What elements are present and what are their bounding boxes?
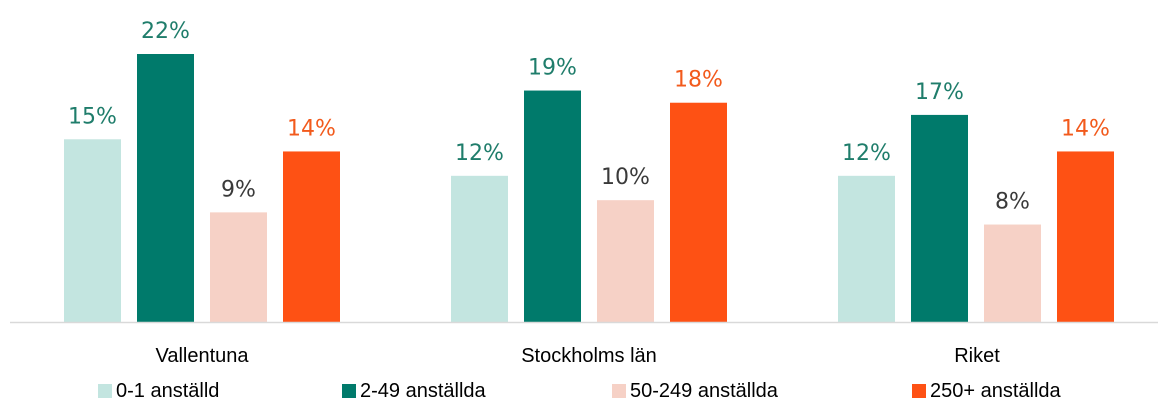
bar-vallentuna-0-1-anst-lld — [64, 139, 121, 322]
value-labels-layer: 15% 22% 9% 14% 12% 19% 10% 18% 12% 17% 8% 14% — [68, 19, 1110, 215]
legend-item-0-1: 0-1 anställd — [98, 378, 219, 404]
bar-riket-2-49-anst-llda — [911, 114, 968, 322]
bar-stockholms-l-n-250-anst-llda — [670, 102, 727, 323]
bars-layer — [64, 54, 1114, 323]
legend: 0-1 anställd 2-49 anställda 50-249 anstä… — [0, 378, 1158, 404]
legend-item-250-plus: 250+ anställda — [912, 378, 1061, 404]
value-label-riket-2-49-anst-llda: 17% — [915, 80, 964, 105]
value-label-stockholms-l-n-0-1-anst-lld: 12% — [455, 141, 504, 166]
bar-stockholms-l-n-2-49-anst-llda — [524, 90, 581, 322]
value-label-riket-250-anst-llda: 14% — [1061, 116, 1110, 141]
legend-swatch-0-1 — [98, 384, 112, 398]
value-label-vallentuna-0-1-anst-lld: 15% — [68, 104, 117, 129]
bar-riket-250-anst-llda — [1057, 151, 1114, 322]
bar-riket-50-249-anst-llda — [984, 224, 1041, 322]
value-label-stockholms-l-n-250-anst-llda: 18% — [674, 68, 723, 93]
category-label-vallentuna: Vallentuna — [155, 345, 249, 367]
legend-label-2-49: 2-49 anställda — [360, 379, 486, 402]
value-label-stockholms-l-n-2-49-anst-llda: 19% — [528, 56, 577, 81]
value-label-riket-50-249-anst-llda: 8% — [995, 190, 1030, 215]
value-label-stockholms-l-n-50-249-anst-llda: 10% — [601, 165, 650, 190]
legend-item-2-49: 2-49 anställda — [342, 378, 486, 404]
category-label-stockholms-l-n: Stockholms län — [521, 345, 657, 367]
bar-stockholms-l-n-0-1-anst-lld — [451, 175, 508, 322]
bar-vallentuna-250-anst-llda — [283, 151, 340, 322]
value-label-vallentuna-250-anst-llda: 14% — [287, 116, 336, 141]
legend-swatch-250-plus — [912, 384, 926, 398]
legend-swatch-50-249 — [612, 384, 626, 398]
legend-label-250-plus: 250+ anställda — [930, 379, 1061, 402]
category-labels-layer: Vallentuna Stockholms län Riket — [155, 345, 1000, 367]
value-label-vallentuna-50-249-anst-llda: 9% — [221, 177, 256, 202]
value-label-riket-0-1-anst-lld: 12% — [842, 141, 891, 166]
category-label-riket: Riket — [954, 345, 1000, 367]
bar-vallentuna-50-249-anst-llda — [210, 212, 267, 322]
bar-vallentuna-2-49-anst-llda — [137, 54, 194, 322]
legend-item-50-249: 50-249 anställda — [612, 378, 778, 404]
value-label-vallentuna-2-49-anst-llda: 22% — [141, 19, 190, 44]
legend-swatch-2-49 — [342, 384, 356, 398]
legend-label-50-249: 50-249 anställda — [630, 379, 778, 402]
bar-riket-0-1-anst-lld — [838, 175, 895, 322]
legend-label-0-1: 0-1 anställd — [116, 379, 220, 402]
bar-stockholms-l-n-50-249-anst-llda — [597, 200, 654, 322]
